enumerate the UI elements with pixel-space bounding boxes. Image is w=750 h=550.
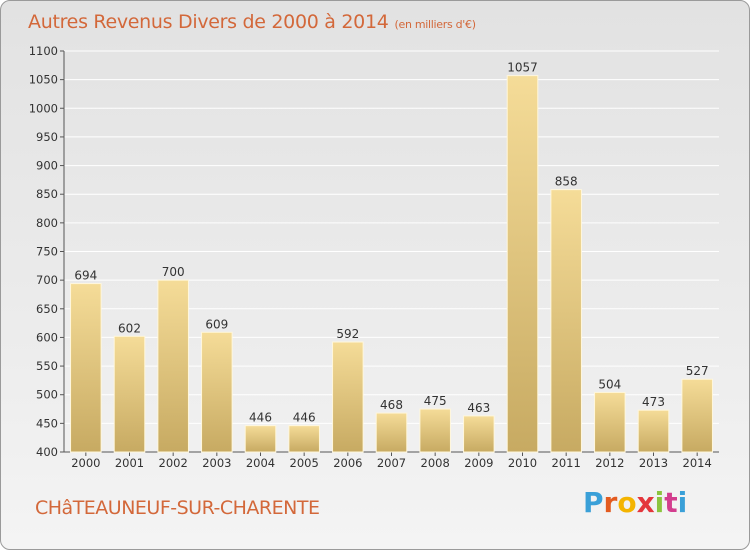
y-tick-label: 700 <box>36 273 58 287</box>
proxiti-logo: Proxiti <box>583 486 687 519</box>
y-tick-label: 600 <box>36 330 58 344</box>
bar-value-label: 1057 <box>507 61 538 75</box>
y-tick-label: 1050 <box>29 73 58 87</box>
bar-value-label: 700 <box>162 265 185 279</box>
y-tick-label: 1000 <box>29 101 58 115</box>
logo-letter: x <box>636 486 655 519</box>
bar-value-label: 592 <box>336 327 359 341</box>
logo-letter: o <box>617 486 637 519</box>
bar <box>419 408 451 453</box>
bar <box>594 391 626 453</box>
y-tick-label: 500 <box>36 388 58 402</box>
y-tick-label: 450 <box>36 416 58 430</box>
logo-letter: t <box>664 486 678 519</box>
logo-letter: i <box>677 486 688 519</box>
x-tick-label: 2005 <box>290 456 319 470</box>
bar-value-label: 446 <box>249 411 272 425</box>
bar-value-label: 858 <box>555 175 578 189</box>
x-tick-label: 2003 <box>202 456 231 470</box>
y-tick-label: 400 <box>36 445 58 459</box>
logo-letter: i <box>654 486 665 519</box>
x-tick-label: 2004 <box>246 456 275 470</box>
x-tick-label: 2001 <box>115 456 144 470</box>
x-tick-label: 2006 <box>333 456 362 470</box>
bar-value-label: 468 <box>380 398 403 412</box>
bar <box>506 75 539 453</box>
bar <box>550 189 582 453</box>
bar <box>157 279 189 453</box>
bar <box>463 415 495 453</box>
city-name: CHâTEAUNEUF-SUR-CHARENTE <box>35 497 320 519</box>
labels: 400 450 500 550 600 650 700 750 800 850 900 950 1000… <box>29 44 712 470</box>
x-tick-label: 2008 <box>421 456 450 470</box>
y-tick-label: 550 <box>36 359 58 373</box>
x-tick-label: 2010 <box>508 456 537 470</box>
x-tick-label: 2009 <box>464 456 493 470</box>
bar-value-label: 504 <box>598 377 621 391</box>
bar-value-label: 473 <box>642 395 665 409</box>
bar-value-label: 527 <box>686 364 709 378</box>
x-tick-label: 2002 <box>159 456 188 470</box>
x-tick-label: 2013 <box>639 456 668 470</box>
bar <box>637 409 670 453</box>
bar <box>681 378 713 453</box>
y-tick-label: 1100 <box>29 44 58 58</box>
logo-letter: r <box>603 486 618 519</box>
bar-value-label: 463 <box>467 401 490 415</box>
bar-value-label: 446 <box>293 411 316 425</box>
bar-value-label: 694 <box>74 269 97 283</box>
bar <box>288 425 320 453</box>
y-tick-label: 750 <box>36 245 58 259</box>
y-tick-label: 850 <box>36 187 58 201</box>
y-tick-label: 900 <box>36 159 58 173</box>
bar-value-label: 609 <box>205 317 228 331</box>
y-tick-label: 800 <box>36 216 58 230</box>
chart-title: Autres Revenus Divers de 2000 à 2014 (en … <box>28 11 476 33</box>
x-tick-label: 2000 <box>71 456 100 470</box>
y-tick-label: 950 <box>36 130 58 144</box>
x-tick-label: 2007 <box>377 456 406 470</box>
bar <box>375 412 408 453</box>
bar-value-label: 475 <box>424 394 447 408</box>
chart-subtitle: (en milliers d'€) <box>394 18 476 31</box>
bar <box>201 331 233 453</box>
bar <box>70 283 102 453</box>
y-tick-label: 650 <box>36 302 58 316</box>
bar <box>113 335 146 453</box>
x-tick-label: 2011 <box>552 456 581 470</box>
bars <box>70 75 713 453</box>
bar <box>244 425 277 453</box>
bar-value-label: 602 <box>118 321 141 335</box>
x-tick-label: 2014 <box>683 456 712 470</box>
bar <box>332 341 364 453</box>
logo-letter: P <box>583 486 604 519</box>
x-tick-label: 2012 <box>595 456 624 470</box>
